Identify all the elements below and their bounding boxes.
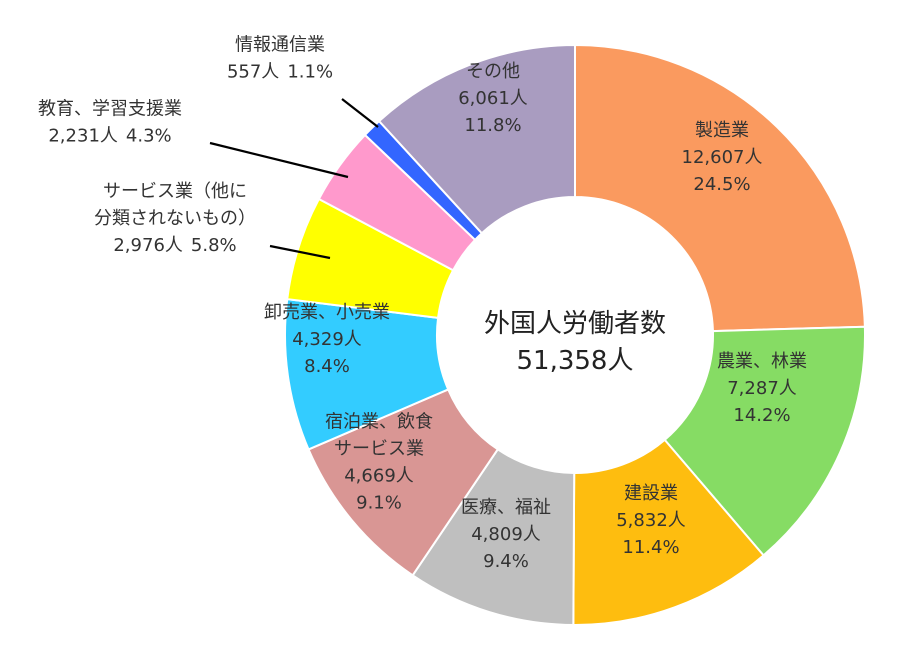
slice-label-line: サービス業（他に	[103, 181, 247, 202]
slice-label-line: 11.8%	[464, 115, 521, 136]
slice-percent-7: 4.3%	[126, 126, 172, 147]
slice-label-line: 農業、林業	[717, 351, 807, 372]
slice-0	[574, 43, 866, 333]
slice-label-line: 4,809人	[471, 524, 541, 545]
donut-slices	[284, 43, 866, 627]
slice-label-line: 14.2%	[733, 405, 790, 426]
slice-label-line: 11.4%	[622, 537, 679, 558]
leader-lines	[209, 98, 379, 260]
slice-label-line: 分類されないもの）	[94, 208, 256, 229]
slice-label-2: 建設業 5,832人 11.4%	[616, 483, 686, 558]
slice-percent-8: 1.1%	[287, 62, 333, 83]
slice-label-3: 医療、福祉 4,809人 9.4%	[461, 497, 551, 572]
slice-label-line: 24.5%	[693, 174, 750, 195]
slice-percent-6: 5.8%	[191, 235, 237, 256]
slice-label-line: 教育、学習支援業	[38, 99, 182, 120]
slice-label-line: 7,287人	[727, 378, 797, 399]
slice-label-line: 建設業	[624, 483, 678, 504]
slice-label-7: 教育、学習支援業 2,231人 4.3%	[38, 99, 182, 147]
slice-label-line: 情報通信業	[235, 35, 325, 56]
slice-count-6: 2,976人	[113, 235, 183, 256]
slice-labels: 製造業 12,607人 24.5% 農業、林業 7,287人 14.2% 建設業 5,832人…	[38, 35, 807, 573]
slice-label-4: 宿泊業、飲食サービス業 4,669人 9.1%	[325, 412, 433, 514]
slice-label-line: 宿泊業、飲食	[325, 412, 433, 433]
slice-label-line: サービス業	[334, 439, 424, 460]
slice-label-line: 9.1%	[356, 493, 402, 514]
slice-label-line: 製造業	[695, 120, 749, 141]
slice-label-5: 卸売業、小売業 4,329人 8.4%	[264, 302, 390, 377]
center-title: 外国人労働者数	[484, 309, 666, 339]
slice-label-line: 医療、福祉	[461, 497, 551, 518]
slice-count-8: 557人	[227, 62, 279, 83]
slice-label-0: 製造業 12,607人 24.5%	[682, 120, 763, 195]
center-value: 51,358人	[517, 346, 634, 376]
slice-label-line: 9.4%	[483, 551, 529, 572]
slice-label-line: 4,669人	[344, 466, 414, 487]
leader-line-6	[269, 244, 331, 260]
slice-label-line: 5,832人	[616, 510, 686, 531]
slice-label-line: 4,329人	[292, 329, 362, 350]
slice-label-line: 6,061人	[458, 88, 528, 109]
slice-9	[377, 43, 576, 235]
slice-label-line: 8.4%	[304, 356, 350, 377]
slice-count-7: 2,231人	[48, 126, 118, 147]
slice-label-line: 卸売業、小売業	[264, 302, 390, 323]
slice-label-1: 農業、林業 7,287人 14.2%	[717, 351, 807, 426]
slice-label-6: サービス業（他に分類されないもの） 2,976人 5.8%	[94, 181, 256, 256]
slice-label-line: 12,607人	[682, 147, 763, 168]
slice-label-9: その他 6,061人 11.8%	[458, 61, 528, 136]
slice-label-8: 情報通信業 557人 1.1%	[227, 35, 333, 83]
slice-label-line: その他	[466, 61, 520, 82]
leader-line-7	[209, 141, 349, 179]
leader-line-8	[341, 98, 379, 128]
